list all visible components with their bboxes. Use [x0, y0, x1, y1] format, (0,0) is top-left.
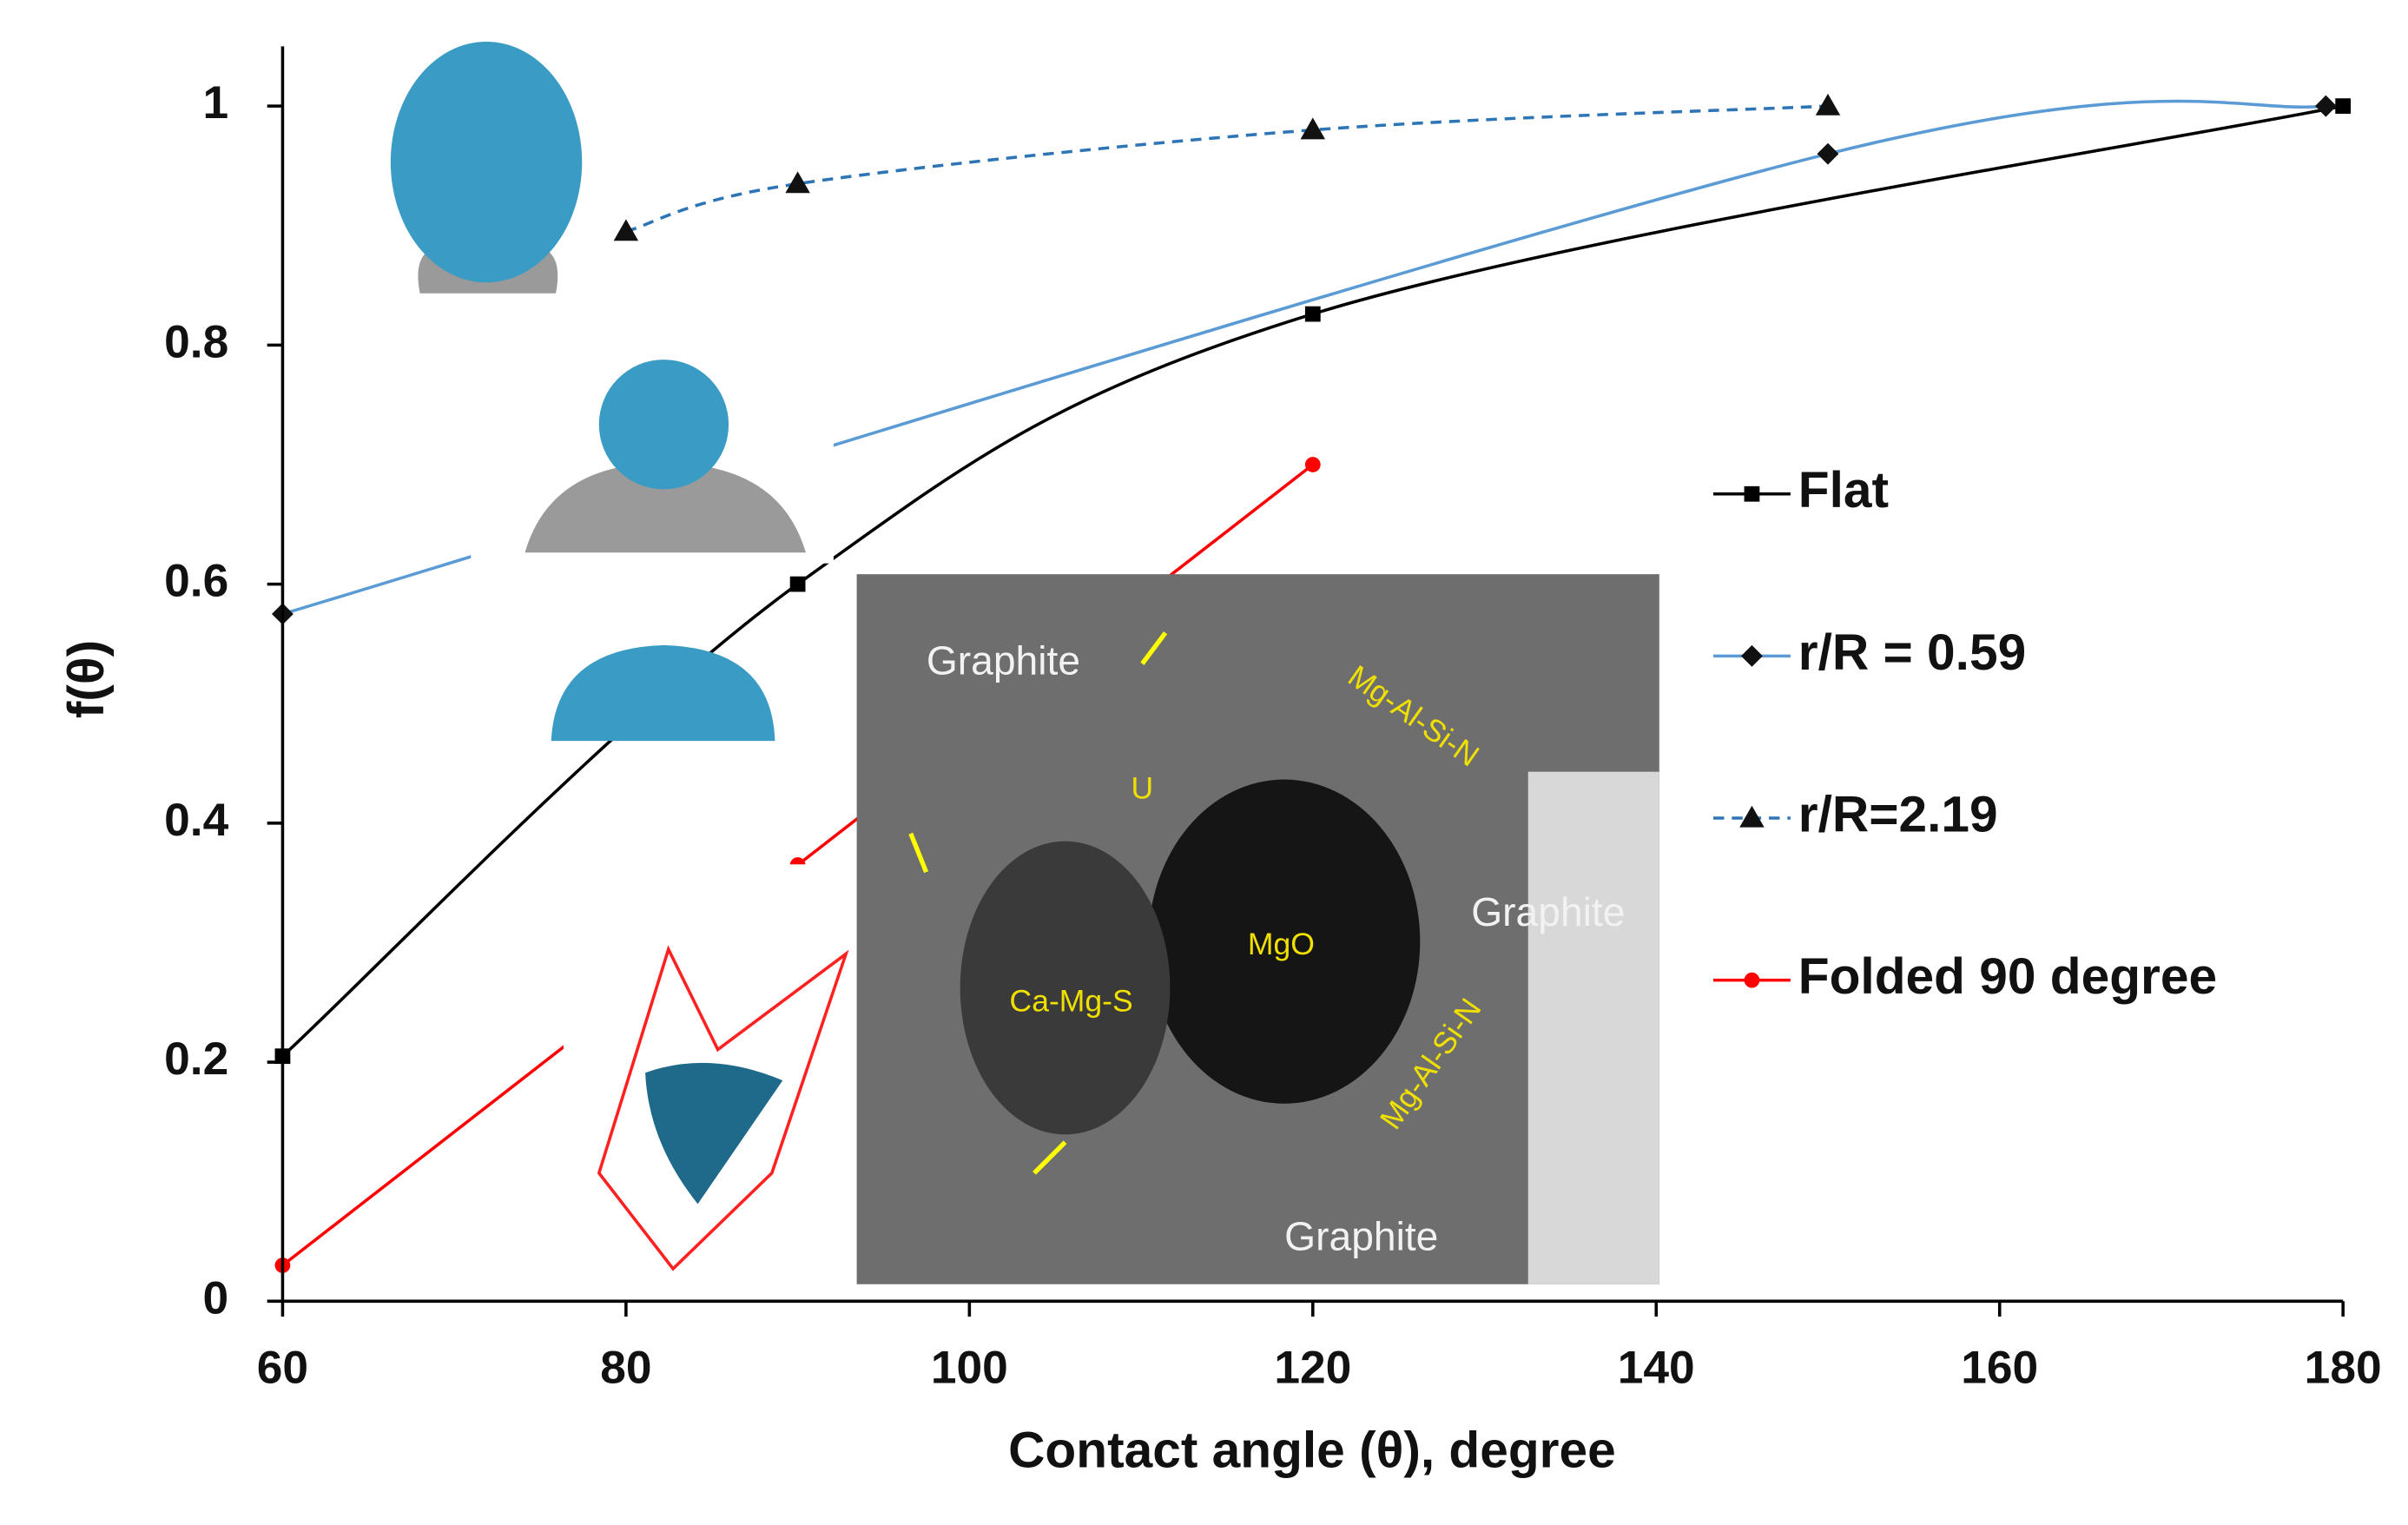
marker — [1741, 644, 1763, 667]
marker — [613, 219, 639, 241]
marker — [1744, 972, 1760, 988]
x-tick-label: 120 — [1274, 1342, 1351, 1393]
marker — [789, 576, 806, 592]
marker — [1304, 306, 1321, 322]
legend-label: Folded 90 degree — [1798, 948, 2217, 1005]
y-tick-label: 0.4 — [164, 795, 228, 846]
insets — [390, 41, 1659, 1284]
legend-label: Flat — [1798, 462, 1889, 518]
inset-label: Ca-Mg-S — [1010, 984, 1133, 1019]
y-tick-label: 0.6 — [164, 556, 228, 607]
inset-label: Graphite — [1471, 889, 1625, 934]
y-tick-label: 0.8 — [164, 316, 228, 367]
y-tick-label: 0 — [203, 1272, 229, 1324]
x-tick-label: 180 — [2305, 1342, 2382, 1393]
x-tick-label: 140 — [1618, 1342, 1695, 1393]
legend-label: r/R=2.19 — [1798, 786, 1998, 842]
y-tick-label: 0.2 — [164, 1033, 228, 1085]
inset-label: U — [1131, 770, 1154, 805]
inset-label: MgO — [1248, 927, 1315, 961]
x-tick-label: 100 — [931, 1342, 1008, 1393]
marker — [1817, 142, 1839, 165]
x-tick-label: 80 — [600, 1342, 651, 1393]
marker — [1304, 457, 1321, 472]
marker — [1744, 485, 1760, 502]
marker — [785, 171, 810, 194]
legend-label: r/R = 0.59 — [1798, 624, 2026, 681]
inset-label: Graphite — [1284, 1213, 1438, 1258]
x-axis-label: Contact angle (θ), degree — [1008, 1423, 1616, 1479]
series-line — [625, 104, 1829, 234]
marker — [1815, 93, 1841, 116]
x-tick-label: 160 — [1961, 1342, 2038, 1393]
inset-label: Graphite — [927, 637, 1080, 683]
y-axis-label: f(θ) — [58, 640, 115, 718]
x-tick-label: 60 — [257, 1342, 308, 1393]
marker — [2314, 95, 2337, 117]
marker — [1300, 117, 1326, 140]
y-tick-label: 1 — [203, 77, 229, 129]
marker — [1739, 805, 1765, 828]
series-line — [281, 104, 2344, 1058]
marker — [2335, 98, 2352, 115]
